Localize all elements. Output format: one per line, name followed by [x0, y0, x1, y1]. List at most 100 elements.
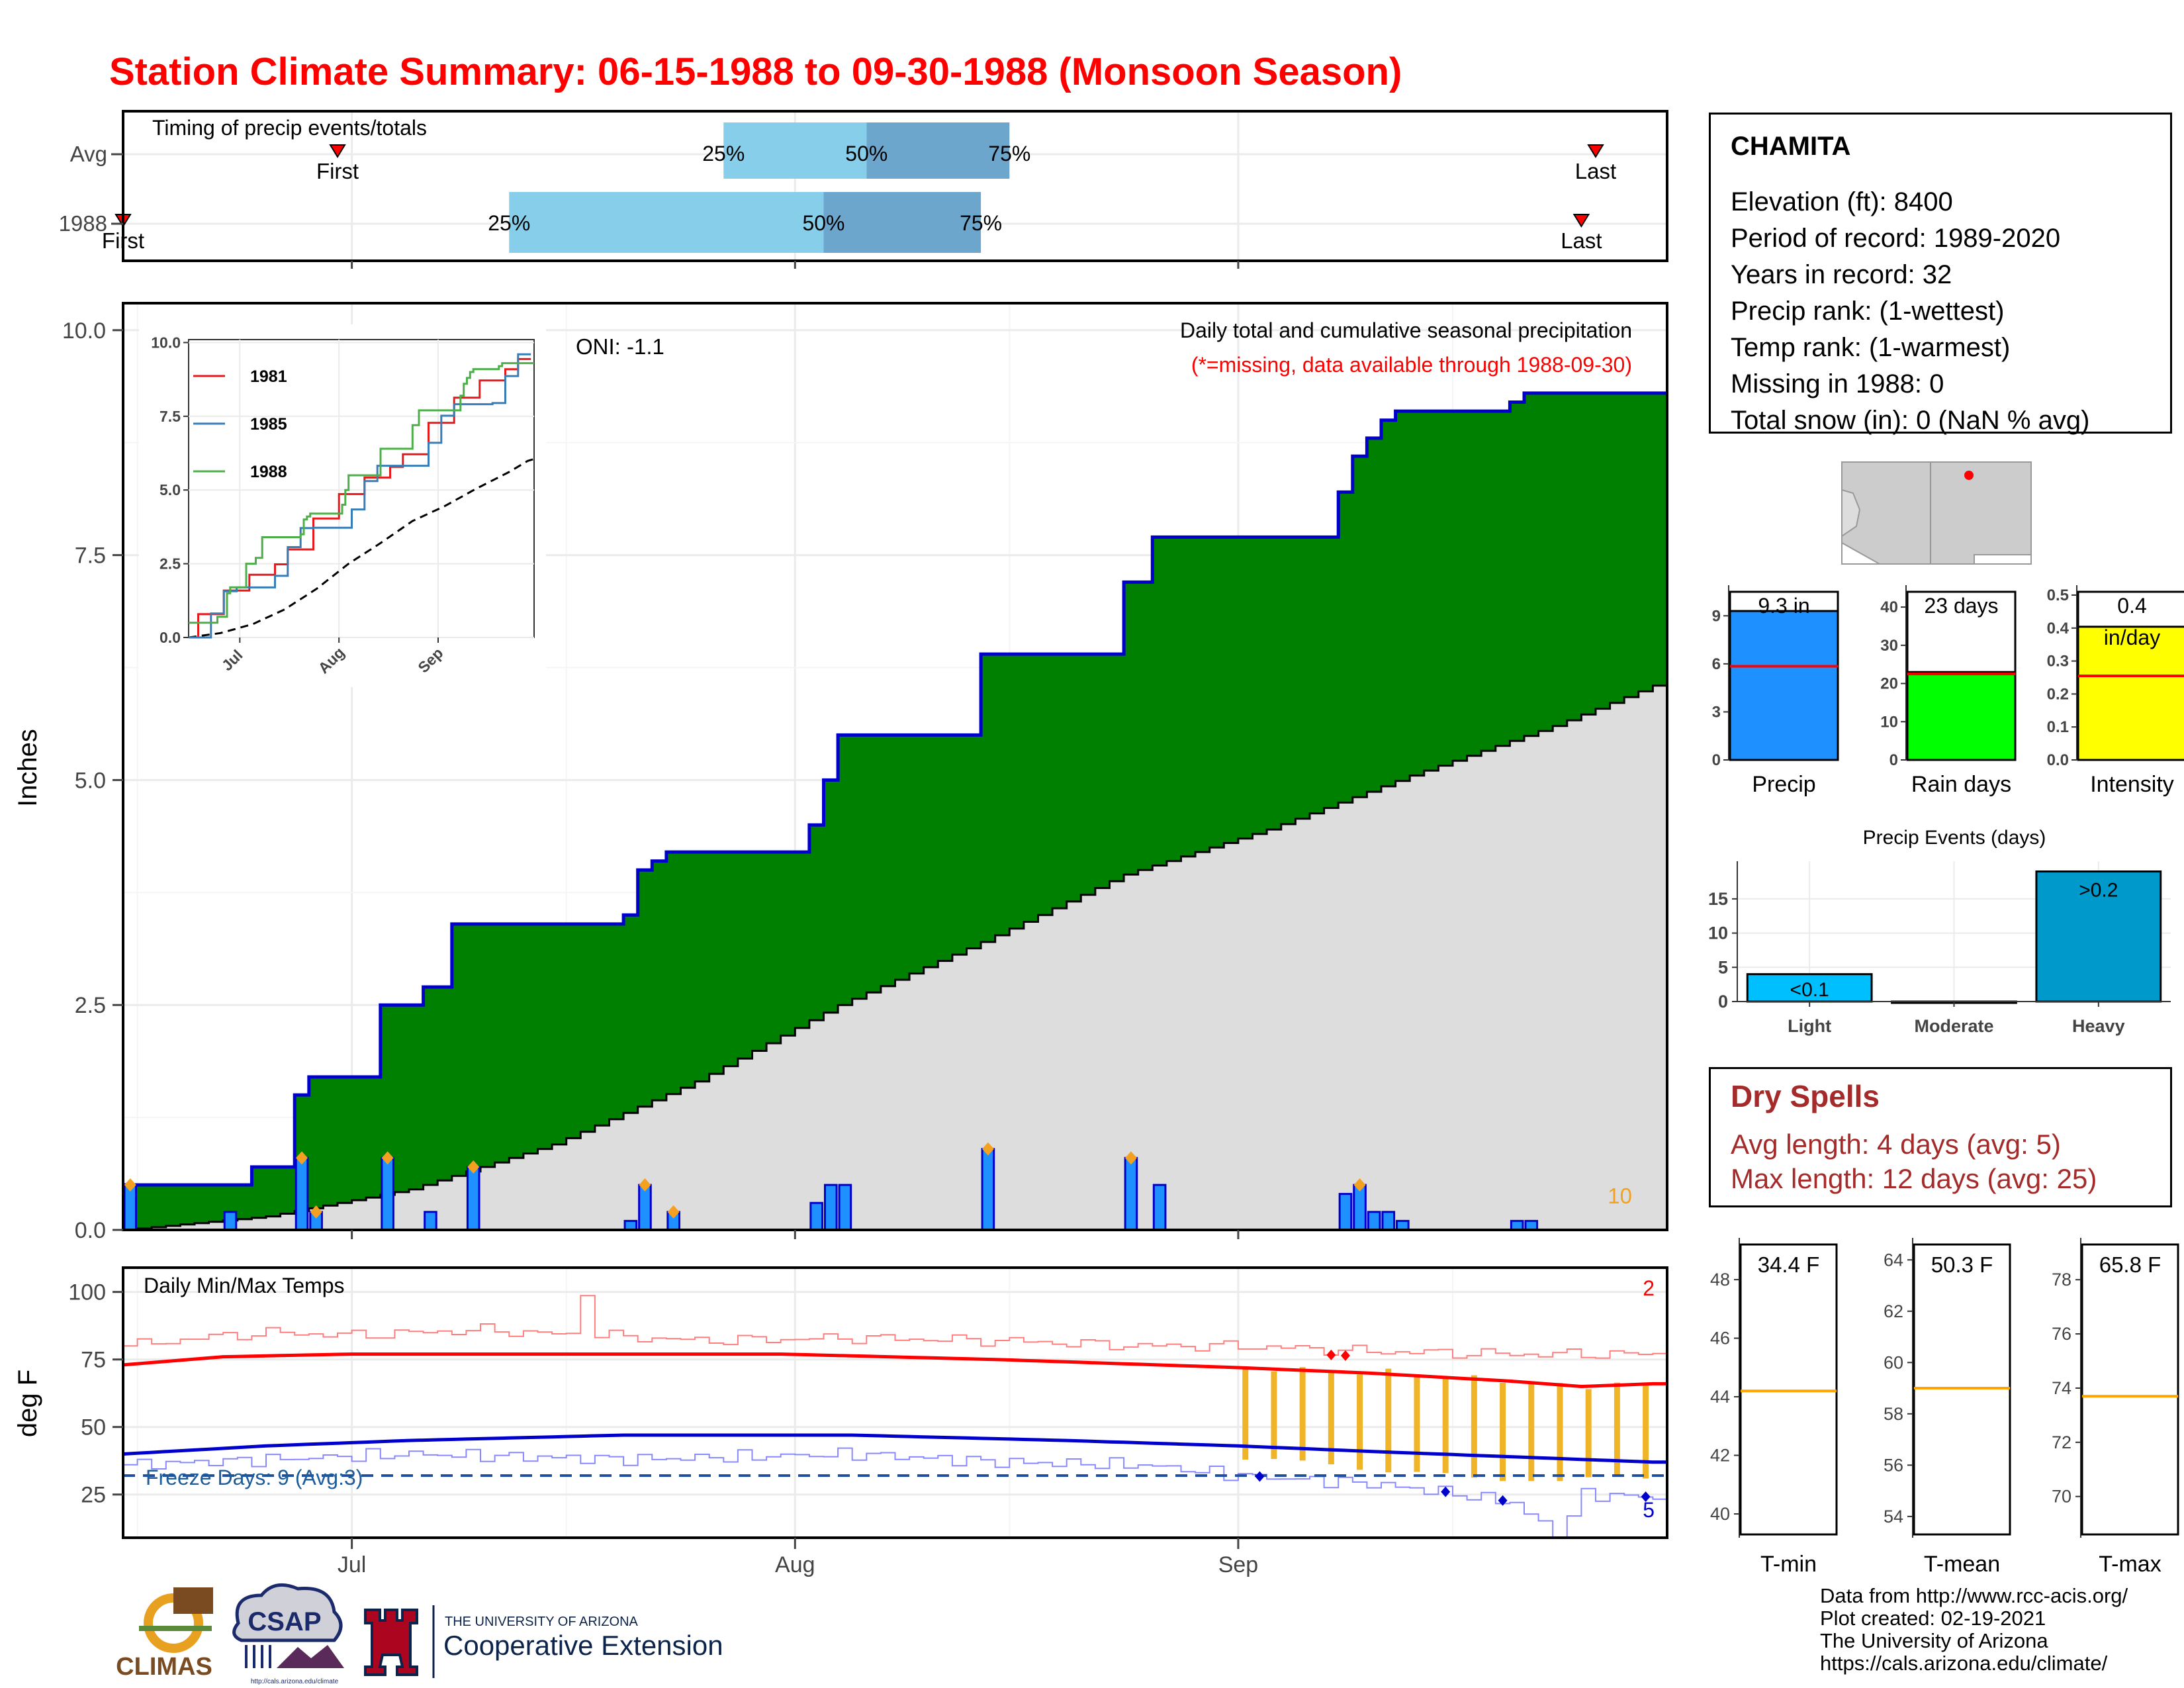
extreme-count-label: 10 — [1608, 1184, 1632, 1208]
temp-y-label: deg F — [13, 1370, 42, 1437]
csap-url-text: http://cals.arizona.edu/climate — [251, 1678, 339, 1685]
credits-created: Plot created: 02-19-2021 — [1820, 1607, 2046, 1630]
timing-first-marker — [329, 144, 346, 158]
summary-bar-value: 0.4 — [2117, 594, 2146, 618]
temp-summary-y-tick-label: 40 — [1710, 1504, 1730, 1524]
daily-precip-bar — [1367, 1211, 1381, 1231]
csap-logo: CSAP http://cals.arizona.edu/climate — [232, 1583, 344, 1685]
temp-record-markers — [1255, 1349, 1651, 1506]
inset-grid — [189, 340, 534, 638]
summary-y-tick-label: 9 — [1712, 607, 1721, 625]
summary-y-tick-label: 3 — [1712, 703, 1721, 721]
extreme-precip-marker — [981, 1142, 994, 1156]
record-min-marker — [1641, 1491, 1651, 1502]
temp-summary-y-tick-label: 62 — [1884, 1301, 1903, 1321]
temp-summary-y-tick-label: 46 — [1710, 1329, 1730, 1348]
temp-summary-label: T-max — [2099, 1552, 2161, 1577]
summary-y-tick-label: 0.4 — [2047, 620, 2070, 637]
daily-precip-bar — [823, 1184, 838, 1231]
inset-y-tick-label: 5.0 — [159, 481, 181, 498]
temp-summary-value: 65.8 F — [2099, 1252, 2161, 1277]
csap-rain-icon — [245, 1645, 271, 1668]
summary-y-tick-label: 0.1 — [2047, 718, 2069, 736]
events-x-tick-label: Heavy — [2072, 1016, 2125, 1036]
timing-last-label: Last — [1561, 228, 1602, 253]
summary-y-tick-label: 0 — [1889, 751, 1898, 769]
daily-precip-bar — [1396, 1219, 1410, 1231]
inset-legend-label: 1985 — [250, 415, 287, 434]
inset-legend-label: 1988 — [250, 463, 287, 481]
extreme-precip-marker — [467, 1160, 480, 1174]
timing-last-marker — [1587, 144, 1604, 158]
inset-y-tick-label: 2.5 — [159, 555, 181, 573]
cumulative-precip-line — [123, 391, 1667, 1187]
events-y-tick-label: 10 — [1708, 923, 1728, 943]
timing-panel-border — [122, 110, 1668, 262]
temp-grid — [123, 1268, 1667, 1538]
daily-precip-bar — [381, 1156, 394, 1231]
timing-pct-25: 25% — [702, 142, 745, 165]
daily-precip-bar — [295, 1156, 309, 1231]
temp-summary-y-tick-label: 58 — [1884, 1404, 1903, 1424]
temp-summary-frame — [2081, 1243, 2179, 1536]
inset-legend: 1981 1985 1988 — [193, 367, 287, 481]
events-bar — [2035, 870, 2162, 1003]
freeze-days-label: Freeze Days: 9 (Avg:3) — [146, 1466, 363, 1489]
summary-y-tick-label: 20 — [1880, 675, 1898, 693]
station-info-box: CHAMITA Elevation (ft): 8400 Period of r… — [1709, 113, 2172, 435]
station-precip-rank: Precip rank: (1-wettest) — [1731, 297, 2005, 326]
events-x-tick-label: Moderate — [1914, 1016, 1993, 1036]
temp-panel-border — [122, 1266, 1668, 1539]
extreme-precip-marker — [639, 1178, 651, 1192]
timing-bar-50-75 — [866, 122, 1010, 179]
temp-panel-title: Daily Min/Max Temps — [144, 1274, 344, 1297]
temp-summary-y-tick-label: 54 — [1884, 1507, 1903, 1526]
daily-precip-bar — [809, 1201, 823, 1231]
summary-y-tick-label: 0.5 — [2047, 586, 2069, 604]
x-tick-label: Sep — [1218, 1552, 1259, 1577]
station-years: Years in record: 32 — [1731, 260, 1952, 289]
page-title: Station Climate Summary: 06-15-1988 to 0… — [109, 50, 1402, 93]
summary-y-tick-label: 6 — [1712, 655, 1721, 673]
timing-row-1988: 1988 — [59, 211, 107, 236]
temp-summary-charts: 40 42 44 46 48 34.4 F T-min 54 56 58 60 62 64 50.3 F T… — [1710, 1238, 2179, 1577]
climas-logo-text: CLIMAS — [116, 1653, 212, 1681]
daily-max-temp-line — [123, 1295, 1668, 1359]
summary-bar-value: 9.3 in — [1758, 594, 1809, 618]
summary-bar-value: 23 days — [1924, 594, 1998, 618]
temp-summary-y-tick-label: 60 — [1884, 1352, 1903, 1372]
temp-summary-y-tick-label: 72 — [2052, 1432, 2071, 1452]
timing-pct-25: 25% — [488, 211, 530, 235]
timing-label: Timing of precip events/totals — [152, 116, 427, 140]
extreme-precip-marker — [667, 1205, 680, 1219]
avg-min-temp-line — [122, 1433, 1667, 1464]
temp-summary-y-tick-label: 64 — [1884, 1250, 1903, 1270]
events-bars: <0.1 Light Moderate >0.2 Heavy — [1746, 870, 2162, 1036]
record-min-count: 5 — [1643, 1498, 1655, 1522]
station-period: Period of record: 1989-2020 — [1731, 224, 2061, 253]
summary-bar-fill — [1729, 610, 1839, 761]
inset-line-1988 — [189, 362, 534, 624]
extreme-precip-marker — [296, 1151, 308, 1165]
precip-events-chart: Precip Events (days) 0 5 10 15 <0.1 Light Mod… — [1708, 827, 2171, 1036]
inset-y-tick-label: 0.0 — [159, 629, 181, 646]
map-california-edge — [1841, 489, 1861, 538]
events-y-tick-label: 0 — [1718, 992, 1728, 1011]
timing-first-label: First — [316, 159, 359, 183]
events-y-tick-label: 15 — [1708, 889, 1728, 909]
inset-y-tick-label: 7.5 — [159, 408, 181, 425]
daily-precip-bar — [1510, 1219, 1524, 1231]
record-min-marker — [1441, 1486, 1451, 1497]
timing-pct-50: 50% — [845, 142, 887, 165]
events-bar — [1746, 973, 1873, 1003]
summary-y-tick-label: 40 — [1880, 598, 1898, 616]
precip-annotation-missing: (*=missing, data available through 1988-… — [1191, 353, 1632, 377]
temp-panel-bg — [123, 1268, 1667, 1538]
timing-pct-50: 50% — [802, 211, 844, 235]
avg-max-temp-line — [122, 1352, 1667, 1389]
timing-bar-50-75 — [823, 192, 981, 253]
inset-y-tick-label: 10.0 — [151, 334, 181, 351]
record-max-count: 2 — [1643, 1276, 1655, 1300]
temp-summary-y-tick-label: 44 — [1710, 1387, 1730, 1407]
